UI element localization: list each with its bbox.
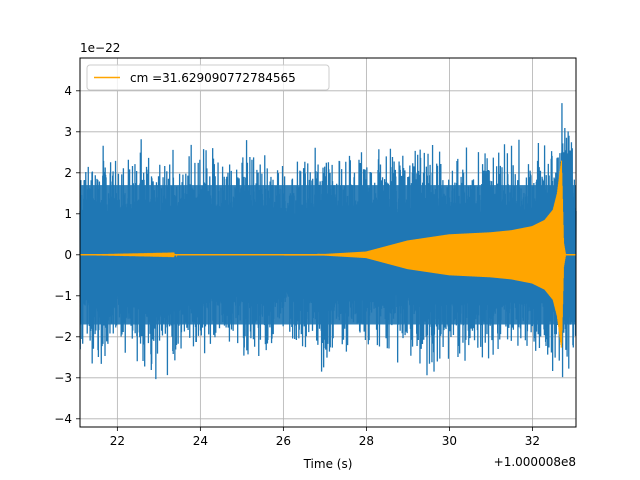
x-axis-label: Time (s) bbox=[303, 457, 353, 471]
x-axis: 22 24 26 28 30 32 bbox=[110, 427, 540, 448]
y-tick-label: 3 bbox=[64, 125, 72, 139]
plot-frame bbox=[79, 57, 577, 428]
x-tick-label: 22 bbox=[110, 434, 125, 448]
y-tick-label: −2 bbox=[54, 330, 72, 344]
x-tick-label: 32 bbox=[525, 434, 540, 448]
legend: cm =31.629090772784565 bbox=[86, 64, 330, 91]
series-template bbox=[80, 160, 576, 348]
y-tick-label: 1 bbox=[64, 207, 72, 221]
y-tick-label: 0 bbox=[64, 248, 72, 262]
legend-box bbox=[86, 64, 330, 91]
x-tick-label: 30 bbox=[442, 434, 457, 448]
y-scale-label: 1e−22 bbox=[80, 41, 120, 55]
y-tick-label: 4 bbox=[64, 84, 72, 98]
x-offset-label: +1.000008e8 bbox=[494, 455, 576, 469]
y-axis: −4 −3 −2 −1 0 1 2 3 4 bbox=[54, 84, 80, 426]
y-tick-label: 2 bbox=[64, 166, 72, 180]
x-tick-label: 24 bbox=[193, 434, 208, 448]
y-tick-label: −1 bbox=[54, 289, 72, 303]
x-tick-label: 26 bbox=[276, 434, 291, 448]
x-tick-label: 28 bbox=[359, 434, 374, 448]
y-tick-label: −4 bbox=[54, 412, 72, 426]
legend-label-template: cm =31.629090772784565 bbox=[130, 71, 296, 85]
y-tick-label: −3 bbox=[54, 371, 72, 385]
